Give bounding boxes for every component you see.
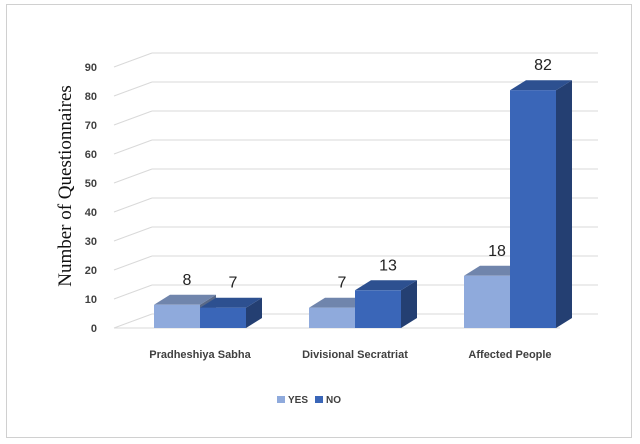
legend: YES NO [277, 395, 341, 406]
data-label: 13 [379, 257, 397, 274]
y-axis-label: Number of Questionnaires [55, 85, 76, 287]
y-tick-label: 30 [85, 236, 97, 248]
legend-swatch [315, 396, 323, 403]
gridline-slant [113, 81, 153, 97]
data-label: 8 [183, 272, 192, 289]
y-tick-label: 90 [85, 62, 97, 74]
y-tick-label: 70 [85, 120, 97, 132]
bar [355, 290, 401, 328]
y-tick-label: 10 [85, 294, 97, 306]
data-label: 7 [229, 275, 238, 292]
bar [309, 307, 355, 328]
gridline-slant [113, 226, 153, 242]
bar-side [556, 80, 572, 328]
bar-top [154, 294, 216, 305]
legend-label: YES [288, 395, 308, 406]
y-tick-label: 0 [91, 323, 97, 335]
category-label: Affected People [468, 349, 551, 361]
gridline-slant [113, 168, 153, 184]
gridline-slant [113, 255, 153, 271]
bar-top [355, 280, 417, 291]
bar-side [401, 280, 417, 328]
y-tick-label: 20 [85, 265, 97, 277]
legend-swatch [277, 396, 285, 403]
y-tick-labels: 0 10 20 30 40 50 60 70 80 90 [85, 62, 97, 335]
gridline-slant [113, 110, 153, 126]
bar [154, 304, 200, 328]
bar [510, 90, 556, 328]
y-tick-label: 80 [85, 91, 97, 103]
gridline-slant [113, 313, 153, 329]
y-tick-label: 60 [85, 149, 97, 161]
bars [154, 80, 572, 328]
y-tick-label: 40 [85, 207, 97, 219]
category-labels: Pradheshiya Sabha Divisional Secratriat Af… [149, 349, 551, 361]
category-label: Divisional Secratriat [302, 349, 408, 361]
bar-side [246, 297, 262, 328]
y-tick-label: 50 [85, 178, 97, 190]
legend-label: NO [326, 395, 341, 406]
data-labels: 8 7 7 13 18 82 [183, 57, 552, 292]
gridline-slant [113, 284, 153, 300]
gridline-slant [113, 52, 153, 68]
data-label: 18 [488, 243, 506, 260]
data-label: 7 [338, 275, 347, 292]
bar-top [200, 297, 262, 308]
gridline-slant [113, 197, 153, 213]
bar [464, 275, 510, 328]
bar-top [510, 80, 572, 91]
category-label: Pradheshiya Sabha [149, 349, 251, 361]
bar [200, 307, 246, 328]
data-label: 82 [534, 57, 552, 74]
gridline-slant [113, 139, 153, 155]
